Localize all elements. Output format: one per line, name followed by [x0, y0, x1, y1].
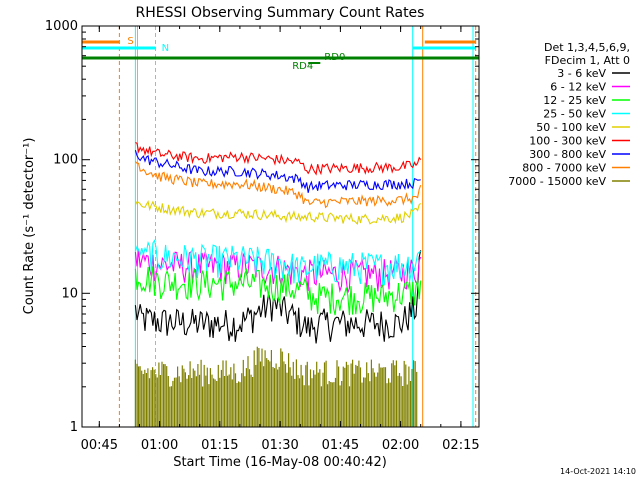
- legend: Det 1,3,4,5,6,9,FDecim 1, Att 03 - 6 keV…: [508, 41, 630, 188]
- legend-entry-label: 7000 - 15000 keV: [508, 175, 606, 188]
- timestamp: 14-Oct-2021 14:10: [560, 467, 636, 476]
- series-7: [134, 150, 421, 193]
- flag-label-rd0: RD0: [324, 52, 345, 63]
- series-5: [134, 200, 422, 226]
- flag-label-s: S: [127, 36, 133, 47]
- legend-entry-label: 25 - 50 keV: [543, 108, 606, 121]
- x-tick-label: 01:30: [261, 438, 298, 453]
- x-axis-label: Start Time (16-May-08 00:40:42): [173, 455, 387, 470]
- y-tick-label: 100: [53, 153, 78, 168]
- series-2: [134, 250, 422, 293]
- x-tick-label: 02:15: [442, 438, 479, 453]
- y-tick-label: 10: [61, 286, 78, 301]
- legend-entry-label: 300 - 800 keV: [529, 148, 606, 161]
- flag-label-n: N: [162, 43, 169, 54]
- series-4: [134, 239, 421, 286]
- legend-entry-label: 50 - 100 keV: [536, 121, 606, 134]
- y-tick-label: 1: [70, 420, 78, 435]
- legend-entry-label: 3 - 6 keV: [557, 67, 606, 80]
- legend-entry-label: 12 - 25 keV: [543, 94, 606, 107]
- y-tick-label: 1000: [45, 19, 78, 34]
- series-8: [134, 161, 422, 209]
- flag-label-rd4: RD4: [292, 61, 313, 72]
- legend-entry-label: 100 - 300 keV: [529, 135, 606, 148]
- series-layer: [134, 141, 422, 427]
- series-6: [135, 141, 422, 176]
- legend-header: FDecim 1, Att 0: [545, 54, 630, 67]
- series-9: [134, 346, 418, 427]
- y-axis-label: Count Rate (s⁻¹ detector⁻¹): [22, 138, 37, 315]
- legend-entry-label: 6 - 12 keV: [550, 81, 606, 94]
- x-tick-label: 01:45: [322, 438, 359, 453]
- axis-layer: 00:45 01:00 01:15 01:30 01:45 02:00 02:15 1 10 10…: [45, 19, 480, 453]
- plot-decorations: S N RD0 RD4: [82, 26, 479, 427]
- x-tick-label: 02:00: [382, 438, 419, 453]
- legend-entry-label: 800 - 7000 keV: [522, 162, 606, 175]
- chart-title: RHESSI Observing Summary Count Rates: [136, 5, 425, 21]
- x-tick-label: 00:45: [81, 438, 118, 453]
- x-tick-label: 01:00: [141, 438, 178, 453]
- x-tick-label: 01:15: [201, 438, 238, 453]
- legend-header: Det 1,3,4,5,6,9,: [544, 41, 630, 54]
- series-3: [134, 266, 422, 316]
